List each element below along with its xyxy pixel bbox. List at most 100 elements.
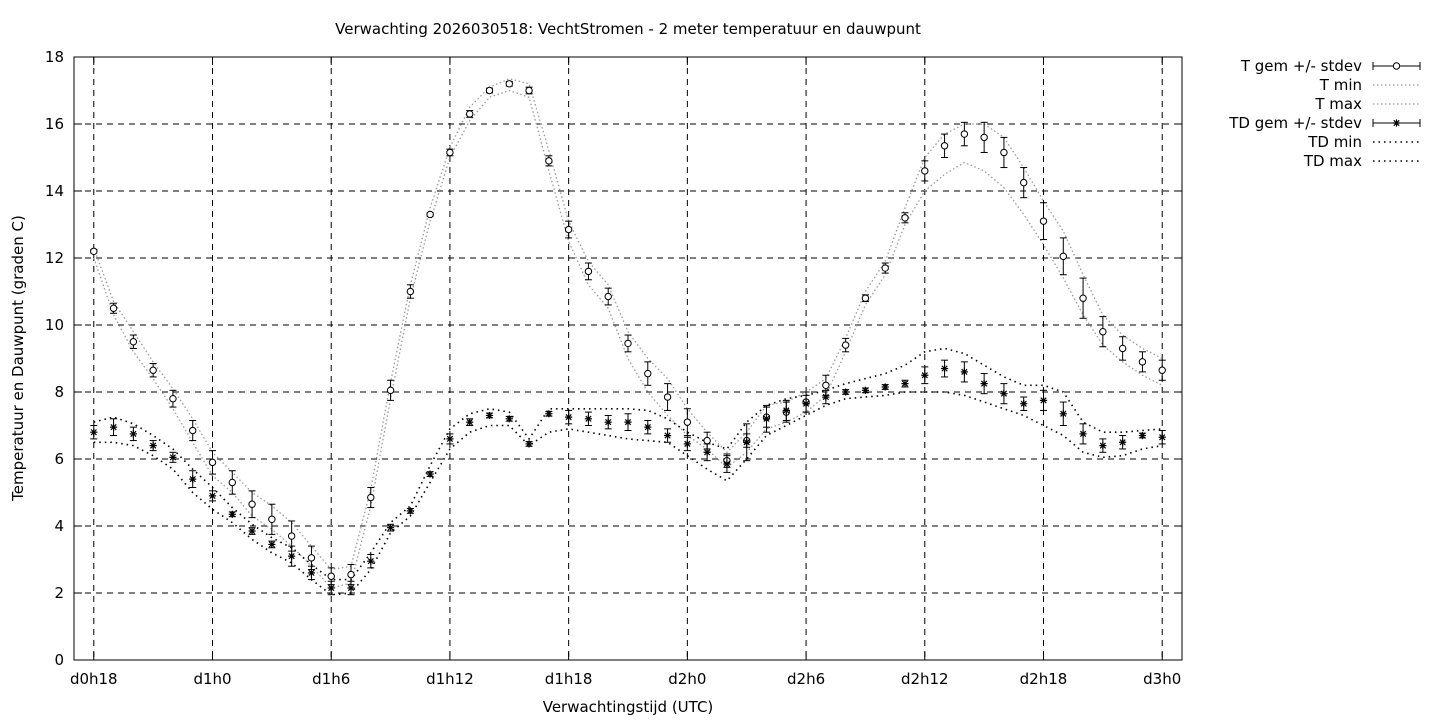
x-axis-label: Verwachtingstijd (UTC) xyxy=(543,698,714,716)
y-tick-label: 6 xyxy=(54,450,64,468)
td-point xyxy=(743,438,751,446)
td-point xyxy=(228,510,236,518)
td-point xyxy=(1158,433,1166,441)
x-tick-label: d2h6 xyxy=(787,670,825,688)
x-tick-label: d1h18 xyxy=(545,670,593,688)
star-stroke xyxy=(1159,434,1166,441)
t-point xyxy=(446,148,454,157)
legend-label: TD max xyxy=(1303,152,1362,170)
td-point xyxy=(802,400,810,408)
y-tick-label: 2 xyxy=(54,584,64,602)
td-point xyxy=(1099,442,1107,450)
plot-frame xyxy=(73,56,1183,661)
star-stroke xyxy=(862,387,869,394)
t-point xyxy=(386,386,395,395)
t-point xyxy=(980,133,988,142)
star-stroke xyxy=(664,432,671,439)
x-tick-label: d2h0 xyxy=(668,670,706,688)
x-tick-label: d1h6 xyxy=(312,670,350,688)
td-point xyxy=(426,470,434,478)
legend-circle-marker xyxy=(1392,62,1401,70)
star-stroke xyxy=(1040,397,1047,404)
td-point xyxy=(109,423,118,431)
t-point xyxy=(940,142,949,150)
star-stroke xyxy=(486,412,493,419)
star-stroke xyxy=(763,415,770,422)
td-point xyxy=(822,393,830,401)
star-stroke xyxy=(427,470,434,478)
legend-label: T min xyxy=(1319,76,1362,94)
td-point xyxy=(683,440,691,448)
star-stroke xyxy=(407,507,414,515)
t-point xyxy=(169,395,177,403)
star-stroke xyxy=(1119,439,1126,446)
series-layer xyxy=(90,78,1166,596)
t-point xyxy=(287,532,296,540)
td-point xyxy=(901,380,909,388)
star-stroke xyxy=(802,400,810,407)
star-stroke xyxy=(901,380,909,387)
star-stroke xyxy=(1393,119,1400,127)
star-stroke xyxy=(1060,410,1067,417)
star-stroke xyxy=(1020,400,1027,407)
t-point xyxy=(545,157,553,165)
star-stroke xyxy=(743,439,750,446)
t-point xyxy=(505,80,513,88)
x-tick-label: d2h12 xyxy=(901,670,949,688)
star-stroke xyxy=(268,541,275,548)
t-point xyxy=(367,493,375,502)
td-point xyxy=(149,442,157,450)
star-stroke xyxy=(308,569,315,577)
legend-label: TD min xyxy=(1307,133,1362,151)
td-point xyxy=(367,557,375,565)
t-point xyxy=(703,436,711,445)
td-point xyxy=(288,552,296,560)
legend-label: T gem +/- stdev xyxy=(1240,57,1362,75)
td-point xyxy=(406,507,414,515)
star-stroke xyxy=(189,475,196,483)
td-point xyxy=(960,368,968,376)
t-point xyxy=(1158,366,1166,374)
td-point xyxy=(1119,438,1127,446)
t-point xyxy=(109,304,118,312)
star-stroke xyxy=(506,415,513,422)
star-stroke xyxy=(387,524,394,531)
td-point xyxy=(921,371,929,379)
star-stroke xyxy=(446,435,454,443)
y-tick-label: 14 xyxy=(45,182,64,200)
t-max-line xyxy=(93,78,1163,571)
t-point xyxy=(1079,294,1087,302)
star-stroke xyxy=(1099,442,1106,449)
y-tick-label: 0 xyxy=(54,651,64,669)
x-tick-label: d1h12 xyxy=(426,670,474,688)
star-stroke xyxy=(229,511,236,518)
legend-star-marker xyxy=(1392,119,1401,127)
star-stroke xyxy=(150,442,157,449)
star-stroke xyxy=(605,419,612,426)
t-point xyxy=(881,264,889,272)
t-point xyxy=(208,458,217,467)
star-stroke xyxy=(684,440,691,448)
y-tick-label: 10 xyxy=(45,316,64,334)
td-point xyxy=(90,428,98,436)
td-point xyxy=(1000,390,1008,398)
x-tick-label: d3h0 xyxy=(1143,670,1181,688)
star-stroke xyxy=(169,454,177,461)
star-stroke xyxy=(545,410,552,417)
td-point xyxy=(347,584,355,592)
t-point xyxy=(426,210,434,219)
x-tick-label: d1h0 xyxy=(193,670,231,688)
td-point xyxy=(782,406,790,415)
td-point xyxy=(762,415,771,423)
t-point xyxy=(644,369,652,378)
legend-label: TD gem +/- stdev xyxy=(1228,114,1362,132)
star-stroke xyxy=(585,415,592,422)
t-point xyxy=(406,287,415,296)
t-point xyxy=(841,341,850,349)
td-point xyxy=(208,492,217,500)
td-point xyxy=(842,388,850,396)
td-max-line xyxy=(93,347,1163,581)
t-point xyxy=(584,267,593,276)
